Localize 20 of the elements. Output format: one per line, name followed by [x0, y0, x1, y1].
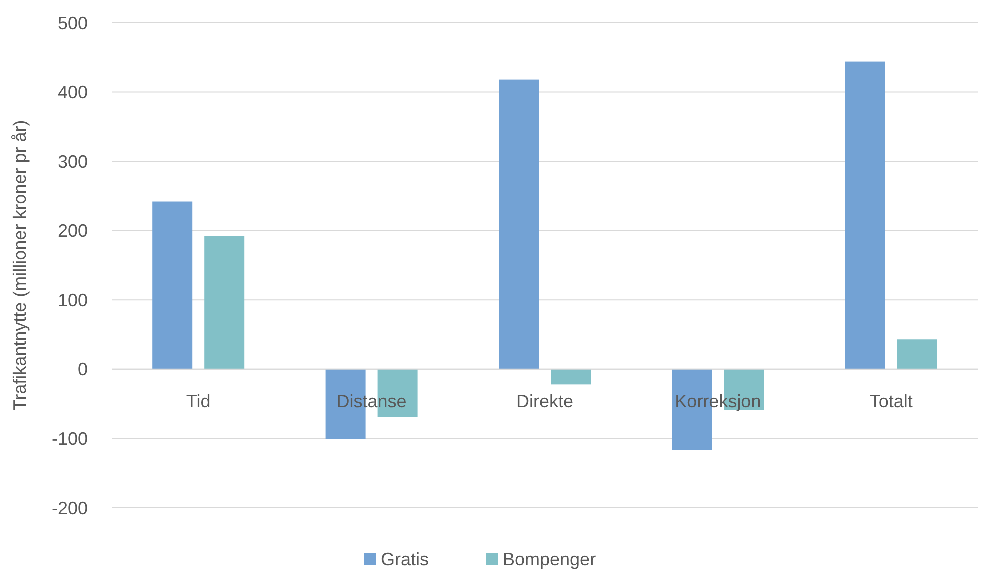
bar [551, 369, 591, 385]
bar [845, 62, 886, 370]
y-axis-title: Trafikantnytte (millioner kroner pr år) [10, 120, 30, 411]
x-tick-label: Direkte [516, 391, 574, 412]
legend-label: Bompenger [503, 549, 596, 570]
bar [897, 340, 938, 370]
y-tick-label: 300 [58, 152, 88, 172]
y-tick-label: -100 [52, 429, 88, 450]
y-tick-label: -200 [52, 498, 88, 518]
x-tick-label: Totalt [870, 391, 913, 412]
x-tick-label: Tid [186, 391, 211, 412]
y-tick-label: 0 [78, 360, 88, 380]
bar [152, 202, 193, 370]
y-tick-label: 200 [58, 221, 88, 242]
y-tick-label: 100 [58, 290, 88, 310]
y-tick-label: 500 [58, 13, 88, 34]
bar [204, 236, 245, 370]
bar [499, 80, 539, 370]
y-tick-label: 400 [58, 82, 88, 103]
legend-label: Gratis [381, 549, 430, 570]
